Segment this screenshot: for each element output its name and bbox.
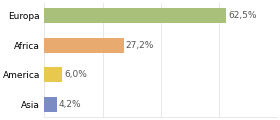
Bar <box>44 97 57 112</box>
Text: 4,2%: 4,2% <box>59 100 81 109</box>
Text: 62,5%: 62,5% <box>228 11 257 20</box>
Bar <box>44 8 226 23</box>
Bar <box>44 67 62 82</box>
Text: 27,2%: 27,2% <box>126 41 154 50</box>
Text: 6,0%: 6,0% <box>64 70 87 79</box>
Bar <box>44 38 123 53</box>
